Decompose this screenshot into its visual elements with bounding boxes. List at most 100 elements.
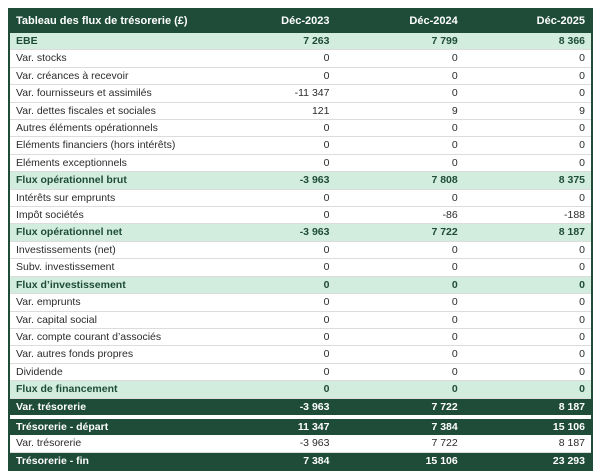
- column-header-dec-2024: Déc-2024: [335, 9, 464, 33]
- cell-value: 0: [335, 119, 464, 138]
- cell-value: 7 722: [335, 223, 464, 242]
- cell-value: 0: [463, 363, 592, 382]
- cell-value: 0: [463, 241, 592, 260]
- cell-value: 9: [335, 102, 464, 121]
- cell-value: 0: [335, 380, 464, 399]
- cell-value: -11 347: [207, 84, 336, 103]
- cell-value: 0: [207, 119, 336, 138]
- row-label: Var. trésorerie: [9, 398, 208, 415]
- row-label: Var. stocks: [9, 49, 208, 68]
- cell-value: 15 106: [463, 418, 592, 436]
- cell-value: 8 187: [463, 223, 592, 242]
- cell-value: -3 963: [207, 435, 336, 453]
- table-row: Flux de financement 0 0 0: [9, 380, 592, 399]
- row-label: Var. emprunts: [9, 293, 208, 312]
- cell-value: 0: [207, 206, 336, 225]
- cell-value: 0: [207, 67, 336, 86]
- column-header-dec-2023: Déc-2023: [207, 9, 336, 33]
- cell-value: 0: [207, 328, 336, 347]
- row-label: Investissements (net): [9, 241, 208, 260]
- cell-value: 0: [335, 67, 464, 86]
- cell-value: 0: [335, 189, 464, 208]
- cell-value: 11 347: [207, 418, 336, 436]
- row-label: Var. trésorerie: [9, 435, 208, 453]
- cell-value: 7 263: [207, 33, 336, 51]
- cell-value: 0: [335, 293, 464, 312]
- cell-value: 0: [335, 49, 464, 68]
- cell-value: 7 808: [335, 171, 464, 190]
- cell-value: 0: [207, 189, 336, 208]
- cell-value: 0: [335, 258, 464, 277]
- table-row: Var. capital social 0 0 0: [9, 311, 592, 329]
- cell-value: 9: [463, 102, 592, 121]
- cell-value: 0: [463, 119, 592, 138]
- table-row: Var. emprunts 0 0 0: [9, 293, 592, 312]
- cell-value: 0: [207, 345, 336, 364]
- table-body: EBE 7 263 7 799 8 366 Var. stocks 0 0 0 Var. cré…: [9, 33, 592, 471]
- cell-value: 0: [335, 84, 464, 103]
- table-row: Subv. investissement 0 0 0: [9, 258, 592, 277]
- cell-value: 0: [463, 154, 592, 173]
- row-label: Dividende: [9, 363, 208, 382]
- cell-value: 0: [463, 258, 592, 277]
- cell-value: 0: [463, 136, 592, 155]
- cell-value: 0: [463, 67, 592, 86]
- table-row: Flux d’investissement 0 0 0: [9, 276, 592, 295]
- row-label: Trésorerie - départ: [9, 418, 208, 436]
- table-row: EBE 7 263 7 799 8 366: [9, 33, 592, 51]
- cell-value: -188: [463, 206, 592, 225]
- cell-value: 0: [335, 363, 464, 382]
- row-label: Var. créances à recevoir: [9, 67, 208, 86]
- cell-value: 0: [207, 293, 336, 312]
- cell-value: 23 293: [463, 452, 592, 471]
- cell-value: 15 106: [335, 452, 464, 471]
- cell-value: 0: [207, 241, 336, 260]
- row-label: Var. capital social: [9, 311, 208, 329]
- cell-value: 0: [463, 380, 592, 399]
- row-label: Autres éléments opérationnels: [9, 119, 208, 138]
- cell-value: 0: [463, 345, 592, 364]
- table-row: Var. compte courant d’associés 0 0 0: [9, 328, 592, 347]
- cell-value: 8 187: [463, 398, 592, 415]
- cell-value: 7 722: [335, 435, 464, 453]
- row-label: Intérêts sur emprunts: [9, 189, 208, 208]
- cell-value: 0: [207, 136, 336, 155]
- row-label: Var. fournisseurs et assimilés: [9, 84, 208, 103]
- row-label: Eléments exceptionnels: [9, 154, 208, 173]
- cell-value: 0: [207, 363, 336, 382]
- row-label: Flux d’investissement: [9, 276, 208, 295]
- cell-value: 0: [335, 328, 464, 347]
- table-row: Flux opérationnel net -3 963 7 722 8 187: [9, 223, 592, 242]
- table-row: Var. stocks 0 0 0: [9, 49, 592, 68]
- row-label: Var. autres fonds propres: [9, 345, 208, 364]
- cashflow-table: Tableau des flux de trésorerie (£) Déc-2…: [8, 8, 593, 471]
- spacer-row: [9, 414, 592, 419]
- table-header: Tableau des flux de trésorerie (£) Déc-2…: [9, 9, 592, 33]
- table-row: Var. fournisseurs et assimilés -11 347 0 0: [9, 84, 592, 103]
- header-row: Tableau des flux de trésorerie (£) Déc-2…: [9, 9, 592, 33]
- cell-value: 0: [463, 276, 592, 295]
- row-label: Flux opérationnel brut: [9, 171, 208, 190]
- row-label: Flux de financement: [9, 380, 208, 399]
- table-row: Trésorerie - fin 7 384 15 106 23 293: [9, 452, 592, 471]
- row-label: EBE: [9, 33, 208, 51]
- cell-value: 0: [207, 258, 336, 277]
- cell-value: 0: [335, 136, 464, 155]
- row-label: Flux opérationnel net: [9, 223, 208, 242]
- cell-value: 8 375: [463, 171, 592, 190]
- cell-value: 0: [463, 49, 592, 68]
- cell-value: 7 384: [335, 418, 464, 436]
- table-row: Var. dettes fiscales et sociales 121 9 9: [9, 102, 592, 121]
- row-label: Subv. investissement: [9, 258, 208, 277]
- row-label: Var. dettes fiscales et sociales: [9, 102, 208, 121]
- cell-value: 0: [335, 154, 464, 173]
- table-row: Var. trésorerie -3 963 7 722 8 187: [9, 398, 592, 415]
- cell-value: 8 187: [463, 435, 592, 453]
- cell-value: 8 366: [463, 33, 592, 51]
- cell-value: 0: [463, 189, 592, 208]
- cell-value: 0: [335, 345, 464, 364]
- table-row: Intérêts sur emprunts 0 0 0: [9, 189, 592, 208]
- cell-value: 0: [463, 84, 592, 103]
- cell-value: 0: [207, 380, 336, 399]
- table-title: Tableau des flux de trésorerie (£): [9, 9, 208, 33]
